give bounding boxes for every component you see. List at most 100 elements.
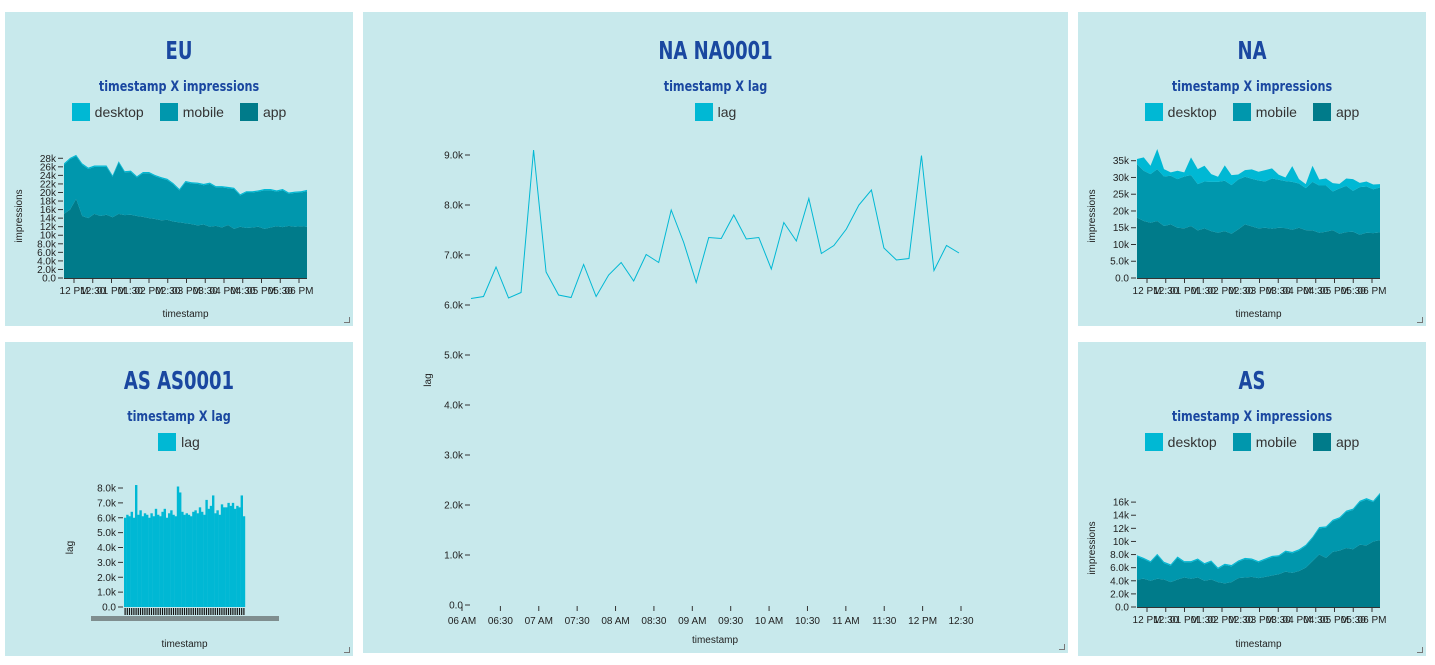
bar[interactable] xyxy=(179,492,182,607)
bar[interactable] xyxy=(172,514,175,607)
bar[interactable] xyxy=(240,495,243,607)
legend-item-app[interactable]: app xyxy=(1312,103,1359,121)
bar[interactable] xyxy=(181,511,184,607)
bar[interactable] xyxy=(165,517,169,607)
bar[interactable] xyxy=(126,514,129,607)
bar[interactable] xyxy=(170,510,173,607)
area-series-desktop[interactable] xyxy=(1137,148,1380,192)
bar[interactable] xyxy=(225,507,228,607)
bar[interactable] xyxy=(150,513,153,607)
bar[interactable] xyxy=(223,507,226,607)
bar[interactable] xyxy=(148,517,151,607)
bar[interactable] xyxy=(220,504,224,607)
bar[interactable] xyxy=(209,505,213,607)
resize-handle[interactable] xyxy=(344,647,350,653)
area-series-mobile[interactable] xyxy=(1137,164,1380,235)
bar[interactable] xyxy=(137,514,140,607)
legend-label: lag xyxy=(717,104,737,120)
legend: lag xyxy=(5,433,353,451)
legend-item-mobile[interactable]: mobile xyxy=(1232,103,1297,121)
resize-handle[interactable] xyxy=(1059,644,1065,650)
legend-item-desktop[interactable]: desktop xyxy=(71,103,144,121)
legend-item-lag[interactable]: lag xyxy=(158,433,200,451)
legend-item-app[interactable]: app xyxy=(239,103,286,121)
bar[interactable] xyxy=(203,514,206,607)
y-tick-label: 5.0k xyxy=(97,528,117,539)
area-series-mobile[interactable] xyxy=(1137,494,1380,584)
bar[interactable] xyxy=(238,507,241,607)
legend-item-desktop[interactable]: desktop xyxy=(1144,433,1217,451)
bar[interactable] xyxy=(229,505,232,607)
bar[interactable] xyxy=(154,508,158,607)
resize-handle[interactable] xyxy=(344,317,350,323)
area-series-app[interactable] xyxy=(1137,540,1380,607)
resize-handle[interactable] xyxy=(1417,647,1423,653)
legend-swatch xyxy=(239,103,258,121)
x-tick-label: 02:30 xyxy=(1228,615,1253,626)
legend-item-lag[interactable]: lag xyxy=(694,103,737,121)
bar[interactable] xyxy=(216,510,219,607)
y-tick-label: 6.0k xyxy=(444,301,464,312)
bar[interactable] xyxy=(236,505,239,607)
bar[interactable] xyxy=(124,517,127,607)
bar[interactable] xyxy=(159,516,162,607)
bar[interactable] xyxy=(161,511,164,607)
bar[interactable] xyxy=(163,508,166,607)
resize-handle[interactable] xyxy=(1417,317,1423,323)
x-tick-label: 01:30 xyxy=(1191,286,1216,297)
bar[interactable] xyxy=(183,514,186,607)
line-series-lag[interactable] xyxy=(470,149,960,299)
bar[interactable] xyxy=(174,516,177,607)
chart-na: 0.0 5.0k 10k 15k 20k 25k 30k 35k timestamp impres… xyxy=(1087,148,1387,320)
bar[interactable] xyxy=(168,513,171,607)
bar[interactable] xyxy=(212,495,215,607)
bar[interactable] xyxy=(187,514,191,607)
x-axis-label: timestamp xyxy=(161,639,208,650)
bar[interactable] xyxy=(194,510,197,607)
x-tick-label: 08 AM xyxy=(601,616,629,627)
bar[interactable] xyxy=(135,485,138,607)
legend-item-app[interactable]: app xyxy=(1312,433,1359,451)
bar[interactable] xyxy=(128,516,131,607)
bar[interactable] xyxy=(192,511,195,607)
legend-label: mobile xyxy=(1255,104,1297,120)
x-tick-label: 09:30 xyxy=(718,616,743,627)
bar[interactable] xyxy=(190,516,193,607)
bar[interactable] xyxy=(132,517,136,607)
chart-eu: 0.02.0k4.0k6.0k8.0k10k12k14k16k18k20k22k… xyxy=(14,154,313,320)
x-tick-label: 03 PM xyxy=(172,286,201,297)
bar[interactable] xyxy=(139,510,142,607)
bar[interactable] xyxy=(201,511,204,607)
area-series-mobile[interactable] xyxy=(64,156,307,229)
bar[interactable] xyxy=(130,511,133,607)
bar[interactable] xyxy=(143,513,147,607)
x-tick-label: 12:30 xyxy=(80,286,105,297)
y-tick-label: 10k xyxy=(40,231,57,242)
bar[interactable] xyxy=(205,499,208,607)
bar[interactable] xyxy=(152,516,155,607)
bar[interactable] xyxy=(231,502,235,607)
bar[interactable] xyxy=(176,486,180,607)
legend-item-desktop[interactable]: desktop xyxy=(1144,103,1217,121)
x-tick-label: 01 PM xyxy=(1170,615,1199,626)
legend-item-mobile[interactable]: mobile xyxy=(159,103,224,121)
x-tick-label: 06 PM xyxy=(1358,286,1387,297)
y-tick-label: 30k xyxy=(1113,173,1130,184)
x-tick-label: 08:30 xyxy=(641,616,666,627)
legend-item-mobile[interactable]: mobile xyxy=(1232,433,1297,451)
bar[interactable] xyxy=(196,513,199,607)
bar[interactable] xyxy=(141,516,144,607)
bar[interactable] xyxy=(227,502,230,607)
legend: desktop mobile app xyxy=(1078,433,1426,451)
area-series-app[interactable] xyxy=(64,198,307,278)
bar[interactable] xyxy=(218,514,221,607)
bar[interactable] xyxy=(207,508,210,607)
bar[interactable] xyxy=(242,516,246,607)
bar[interactable] xyxy=(146,514,149,607)
bar[interactable] xyxy=(185,513,188,607)
bar[interactable] xyxy=(198,507,202,607)
bar[interactable] xyxy=(157,514,160,607)
bar[interactable] xyxy=(234,508,237,607)
bar[interactable] xyxy=(214,513,217,607)
x-tick-label: 12 PM xyxy=(60,286,89,297)
